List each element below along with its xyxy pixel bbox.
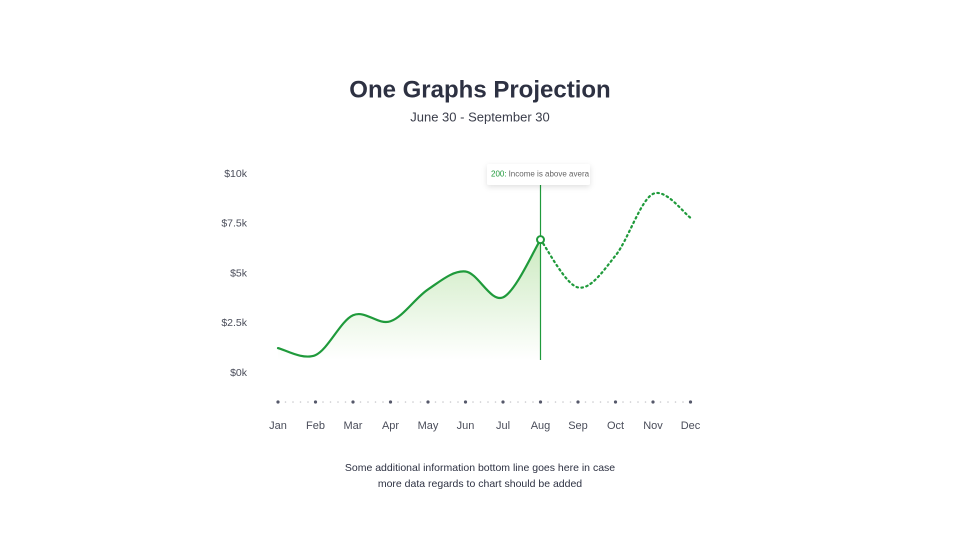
axis-dot xyxy=(682,401,684,403)
x-tick xyxy=(501,400,505,404)
axis-dot xyxy=(509,401,512,403)
axis-dot xyxy=(442,401,444,403)
tooltip xyxy=(487,164,590,185)
axis-dot xyxy=(457,401,459,403)
line xyxy=(276,238,542,358)
axis-dot xyxy=(674,401,677,403)
x-tick-label: Sep xyxy=(568,420,588,432)
axis-dot xyxy=(524,401,527,403)
x-tick xyxy=(576,400,580,404)
axis-dot xyxy=(547,401,549,403)
annotation-text: Income is above avera xyxy=(509,170,590,179)
x-tick-label: Oct xyxy=(607,420,624,432)
axis-dot xyxy=(344,401,347,403)
axis-dot xyxy=(284,401,287,403)
tooltip-text: 200: Income is above avera xyxy=(491,170,590,179)
axis-dot xyxy=(412,401,414,403)
axis-dot xyxy=(382,401,384,403)
axis-dot xyxy=(659,401,662,403)
x-tick xyxy=(651,400,655,404)
x-tick-label: Jun xyxy=(457,420,475,432)
x-tick-label: Nov xyxy=(643,420,663,432)
axis-dot xyxy=(404,401,407,403)
x-tick-label: Mar xyxy=(344,420,363,432)
axis-dot xyxy=(449,401,452,403)
chart-subtitle: June 30 - September 30 xyxy=(410,109,549,124)
axis-dot xyxy=(479,401,482,403)
x-tick xyxy=(426,400,430,404)
x-tick-label: Apr xyxy=(382,420,399,432)
axis-dot xyxy=(569,401,572,403)
y-tick-label: $2.5k xyxy=(221,317,247,329)
y-tick-label: $7.5k xyxy=(221,218,247,230)
x-tick xyxy=(688,400,693,404)
axis-dot xyxy=(532,401,534,403)
axis-dot xyxy=(359,401,362,403)
area xyxy=(278,239,541,360)
axis-dot xyxy=(307,401,309,403)
axis-dot xyxy=(487,401,489,403)
x-tick-label: May xyxy=(418,420,439,432)
axis-dot xyxy=(584,401,587,403)
x-tick xyxy=(276,400,280,404)
annotation-value: 200: xyxy=(491,170,507,179)
axis-dot xyxy=(322,401,324,403)
hover-marker xyxy=(536,235,545,245)
axis-dot xyxy=(292,401,294,403)
x-tick xyxy=(463,400,468,404)
footnote: Some additional information bottom line … xyxy=(345,462,615,474)
axis-dot xyxy=(419,401,422,403)
axis-dot xyxy=(562,401,564,403)
x-tick xyxy=(351,400,355,404)
axis-dot xyxy=(374,401,377,403)
x-tick-label: Feb xyxy=(306,420,325,432)
axis-dot xyxy=(644,401,647,403)
axis-dot xyxy=(622,401,624,403)
chart-title: One Graphs Projection xyxy=(349,76,610,103)
axis-dot xyxy=(494,401,497,403)
x-tick xyxy=(388,400,393,404)
x-tick xyxy=(313,400,318,404)
axis-dot xyxy=(367,401,369,403)
axis-dot xyxy=(299,401,302,403)
x-tick xyxy=(613,400,618,404)
axis-dot xyxy=(517,401,519,403)
axis-dot xyxy=(397,401,399,403)
axis-dot xyxy=(554,401,557,403)
x-tick-label: Jul xyxy=(496,420,510,432)
tooltip-text: 200: Income is above avera xyxy=(491,170,590,179)
y-tick-label: $10k xyxy=(224,168,248,180)
axis-dot xyxy=(329,401,332,403)
axis-dot xyxy=(472,401,474,403)
axis-dot xyxy=(592,401,594,403)
axis-dot xyxy=(599,401,602,403)
axis-dot xyxy=(629,401,632,403)
axis-dot xyxy=(337,401,339,403)
axis-dot xyxy=(607,401,609,403)
axis-dot xyxy=(637,401,639,403)
axis-dot xyxy=(667,401,669,403)
footnote: more data regards to chart should be add… xyxy=(378,478,582,490)
x-tick xyxy=(538,400,543,404)
projection-line xyxy=(539,191,692,289)
x-tick-label: Dec xyxy=(681,420,701,432)
axis-dot xyxy=(434,401,437,403)
y-tick-label: $0k xyxy=(230,367,248,379)
x-tick-label: Jan xyxy=(269,420,287,432)
x-tick-label: Aug xyxy=(531,420,551,432)
y-tick-label: $5k xyxy=(230,267,248,279)
